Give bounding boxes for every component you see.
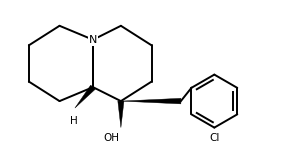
Polygon shape <box>75 85 95 108</box>
Text: H: H <box>69 116 77 126</box>
Text: Cl: Cl <box>209 133 220 143</box>
Polygon shape <box>121 98 181 104</box>
Text: N: N <box>89 35 97 45</box>
Text: OH: OH <box>103 133 119 143</box>
Polygon shape <box>118 101 124 128</box>
